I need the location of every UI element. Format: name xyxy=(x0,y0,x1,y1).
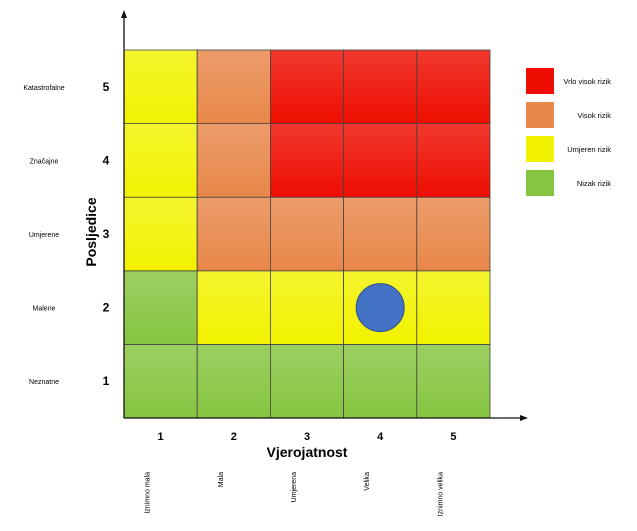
x-axis-labels: 1 Iznimno mala 2 Mala 3 Umjerena 4 Velika 5 Iznim… xyxy=(145,431,457,516)
legend-swatch xyxy=(526,68,554,94)
risk-cell-low xyxy=(269,343,344,419)
legend-swatch xyxy=(526,170,554,196)
risk-cell-very-high xyxy=(343,123,418,198)
risk-cell-very-high xyxy=(269,49,344,124)
y-category-label: Neznatne xyxy=(29,379,59,386)
legend-swatch xyxy=(526,102,554,128)
y-tick-label: 3 xyxy=(103,227,110,241)
risk-cell-high xyxy=(343,196,418,272)
risk-cell-low xyxy=(416,343,491,419)
y-tick-label: 1 xyxy=(103,374,110,388)
chart-axes xyxy=(121,10,528,421)
x-category-label: Iznimno velika xyxy=(437,472,444,516)
x-tick-label: 3 xyxy=(304,431,310,443)
y-axis-arrow xyxy=(121,10,127,18)
risk-cell-very-high xyxy=(416,49,491,124)
risk-cell-high xyxy=(196,196,271,272)
risk-cell-high xyxy=(196,123,271,198)
risk-cell-low xyxy=(196,343,271,419)
risk-cell-medium xyxy=(416,270,491,345)
risk-marker-layer xyxy=(355,283,405,333)
risk-cell-medium xyxy=(123,123,198,198)
y-category-label: Značajne xyxy=(30,158,59,165)
risk-cell-medium xyxy=(123,49,198,124)
legend-label: Visok rizik xyxy=(577,111,611,120)
x-axis-title: Vjerojatnost xyxy=(267,444,348,460)
risk-cell-low xyxy=(343,343,418,419)
y-category-label: Umjerene xyxy=(29,232,59,239)
legend-label: Vrlo visok rizik xyxy=(563,77,611,86)
y-axis-title: Posljedice xyxy=(83,197,99,266)
x-category-label: Velika xyxy=(364,472,371,491)
y-tick-label: 5 xyxy=(103,80,110,94)
risk-cell-high xyxy=(416,196,491,272)
risk-cell-very-high xyxy=(343,49,418,124)
y-tick-label: 4 xyxy=(103,153,110,167)
risk-cell-very-high xyxy=(416,123,491,198)
legend-label: Umjeren rizik xyxy=(567,145,611,154)
legend-label: Nizak rizik xyxy=(577,179,611,188)
x-tick-label: 5 xyxy=(450,431,456,443)
x-category-label: Mala xyxy=(218,472,225,487)
risk-cell-high xyxy=(196,49,271,124)
x-category-label: Umjerena xyxy=(291,472,298,502)
chart-legend: Vrlo visok rizik Visok rizik Umjeren rizik… xyxy=(526,68,611,196)
y-tick-label: 2 xyxy=(103,301,110,315)
x-tick-label: 4 xyxy=(377,431,384,443)
risk-cell-low xyxy=(123,270,198,345)
x-category-label: Iznimno mala xyxy=(145,472,152,514)
legend-swatch xyxy=(526,136,554,162)
risk-cell-high xyxy=(269,196,344,272)
x-tick-label: 1 xyxy=(158,431,164,443)
y-category-label: Katastrofalne xyxy=(23,85,64,92)
y-category-label: Malene xyxy=(33,306,56,313)
risk-marker xyxy=(355,283,405,333)
x-axis-arrow xyxy=(520,415,528,421)
risk-cell-very-high xyxy=(269,123,344,198)
risk-matrix-cells xyxy=(123,49,491,419)
risk-cell-medium xyxy=(196,270,271,345)
risk-cell-medium xyxy=(269,270,344,345)
risk-cell-low xyxy=(123,343,198,419)
risk-cell-medium xyxy=(123,196,198,272)
x-tick-label: 2 xyxy=(231,431,237,443)
y-axis-labels: 1 Neznatne 2 Malene 3 Umjerene 4 Značajne 5 Katas… xyxy=(23,80,109,388)
